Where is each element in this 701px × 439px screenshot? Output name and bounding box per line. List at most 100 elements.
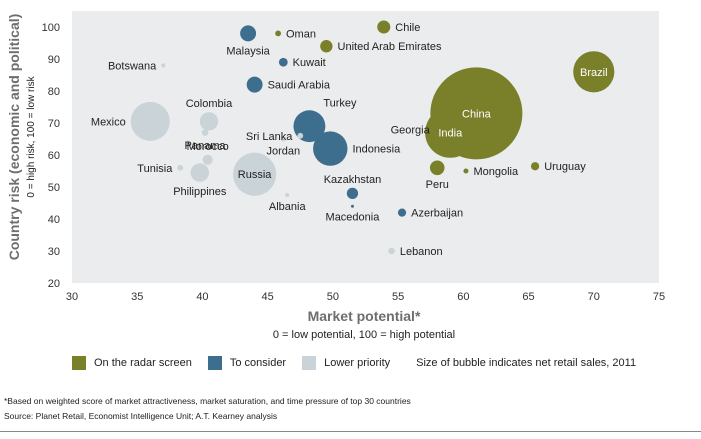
bubble-label-russia: Russia [238,169,273,181]
bubble-panama [201,129,209,136]
x-tick-label: 50 [327,291,339,303]
bubble-label-turkey: Turkey [323,97,357,109]
x-tick-label: 45 [262,291,274,303]
x-tick-label: 40 [196,291,208,303]
bubble-label-tunisia: Tunisia [137,163,173,175]
x-axis-ticks: 30 35 40 45 50 55 60 65 70 75 [66,291,665,303]
bubble-label-morocco: Morocco [187,141,229,153]
x-tick-label: 70 [588,291,600,303]
bubble-chile [377,20,391,34]
bubble-label-indonesia: Indonesia [352,144,401,156]
bubble-uruguay [530,162,540,171]
bubble-macedonia [350,204,354,208]
bubble-united-arab-emirates [320,40,333,53]
bubble-label-botswana: Botswana [108,60,157,72]
bubble-label-united-arab-emirates: United Arab Emirates [338,41,442,53]
y-axis-title: Country risk (economic and political) [6,14,22,261]
y-tick-label: 90 [48,54,60,66]
bubble-label-kazakhstan: Kazakhstan [324,174,381,186]
bubble-label-macedonia: Macedonia [326,212,381,224]
legend-swatch-lower [302,356,317,370]
bubble-botswana [161,63,166,68]
divider [0,431,701,432]
plot-area [72,11,659,283]
legend: On the radar screen To consider Lower pr… [72,354,636,372]
bubble-label-colombia: Colombia [186,98,233,110]
legend-item-lower: Lower priority [302,356,390,370]
bubble-label-mexico: Mexico [91,116,126,128]
legend-swatch-radar [72,356,86,370]
bubble-label-chile: Chile [395,22,420,34]
bubble-label-panama: Panama [185,140,227,152]
bubble-russia [233,152,277,196]
bubble-tunisia [177,164,184,171]
bubble-sri-lanka [297,132,304,139]
bubble-label-azerbaijan: Azerbaijan [411,208,463,220]
bubble-malaysia [240,25,257,42]
y-tick-label: 80 [48,86,60,98]
bubble-label-oman: Oman [286,28,316,40]
legend-item-radar: On the radar screen [72,356,192,370]
y-tick-label: 40 [48,214,60,226]
x-axis-title: Market potential* [308,308,421,324]
legend-label-consider: To consider [229,357,287,369]
bubble-morocco [202,154,213,165]
x-tick-label: 35 [131,291,143,303]
bubble-mongolia [463,168,469,174]
bubble-albania [285,192,290,198]
legend-item-consider: To consider [207,356,287,370]
y-axis-ticks: 20 30 40 50 60 70 80 90 100 [42,22,60,290]
bubble-label-mongolia: Mongolia [473,166,519,178]
bubbles [130,20,615,255]
bubble-label-brazil: Brazil [580,67,608,79]
bubble-label-albania: Albania [269,201,307,213]
bubble-labels: Chile Oman United Arab Emirates Brazil China… [91,22,608,258]
x-tick-label: 75 [653,291,665,303]
x-axis-subtitle: 0 = low potential, 100 = high potential [273,329,455,341]
legend-label-lower: Lower priority [324,357,391,369]
bubble-georgia [434,126,440,132]
bubble-jordan [280,136,286,142]
bubble-label-georgia: Georgia [391,124,431,136]
bubble-label-china: China [462,108,492,120]
bubble-label-peru: Peru [426,179,449,191]
footnote-source: Source: Planet Retail, Economist Intelli… [4,411,278,421]
footnote-method: *Based on weighted score of market attra… [4,396,411,406]
y-tick-label: 50 [48,182,60,194]
x-tick-label: 65 [522,291,534,303]
bubble-label-india: India [438,128,463,140]
bubble-mexico [130,101,170,141]
x-tick-label: 30 [66,291,78,303]
bubble-label-jordan: Jordan [266,146,300,158]
bubble-peru [429,160,445,176]
y-tick-label: 100 [42,22,60,34]
bubble-label-kuwait: Kuwait [293,57,326,69]
x-tick-label: 60 [457,291,469,303]
bubble-label-lebanon: Lebanon [400,246,443,258]
bubble-saudi-arabia [246,76,263,93]
bubble-azerbaijan [397,208,407,217]
legend-swatch-consider [207,356,222,370]
bubble-chart: 20 30 40 50 60 70 80 90 100 30 35 40 45 50 55 60 65 70 75… [6,11,665,341]
y-axis-subtitle: 0 = high risk, 100 = low risk [26,75,37,197]
bubble-label-malaysia: Malaysia [226,45,270,57]
bubble-kuwait [278,57,288,67]
y-tick-label: 70 [48,118,60,130]
bubble-label-philippines: Philippines [173,186,227,198]
y-tick-label: 20 [48,278,60,290]
y-tick-label: 60 [48,150,60,162]
bubble-philippines [190,163,210,182]
bubble-label-sri-lanka: Sri Lanka [246,131,293,143]
bubble-india [425,107,476,158]
bubble-oman [275,30,282,37]
bubble-lebanon [388,247,395,255]
bubble-label-uruguay: Uruguay [544,161,586,173]
legend-size-note: Size of bubble indicates net retail sale… [416,357,637,369]
y-tick-label: 30 [48,246,60,258]
legend-label-radar: On the radar screen [94,357,192,369]
x-tick-label: 55 [392,291,404,303]
bubble-colombia [199,112,219,131]
bubble-label-saudi-arabia: Saudi Arabia [268,80,331,92]
bubble-kazakhstan [346,187,359,200]
bubble-indonesia [313,131,348,166]
